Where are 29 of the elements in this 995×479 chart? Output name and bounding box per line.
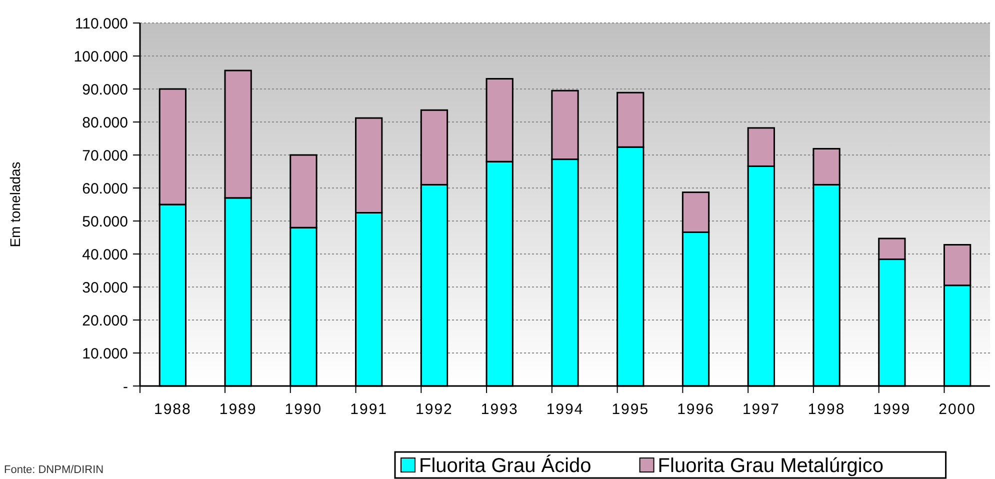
y-tick-label: 60.000: [82, 180, 128, 198]
y-tick-label: 110.000: [74, 15, 128, 32]
x-tick-label: 1992: [416, 401, 453, 418]
legend-label: Fluorita Grau Ácido: [419, 454, 592, 477]
x-tick-label: 1998: [808, 401, 846, 418]
x-tick-label: 1993: [480, 401, 518, 418]
x-tick-label: 1999: [873, 401, 911, 418]
x-tick-label: 2000: [938, 401, 976, 418]
x-tick-label: 1994: [546, 401, 584, 418]
x-tick-label: 1990: [284, 401, 322, 418]
y-tick-label: 10.000: [82, 345, 128, 362]
x-tick-label: 1995: [612, 401, 650, 418]
x-tick-label: 1996: [677, 401, 714, 418]
y-tick-label: 80.000: [82, 114, 128, 132]
y-tick-label: 20.000: [82, 312, 128, 330]
y-tick-label: 30.000: [82, 279, 128, 296]
y-tick-label: 100.000: [74, 48, 128, 66]
y-axis-title: Em toneladas: [7, 162, 23, 248]
x-tick-label: 1989: [219, 401, 257, 418]
y-tick-label: 40.000: [82, 246, 128, 264]
y-tick-label: 50.000: [82, 213, 128, 230]
y-tick-label: -: [123, 378, 128, 396]
x-tick-label: 1991: [350, 401, 388, 418]
y-tick-label: 70.000: [82, 147, 128, 164]
x-tick-label: 1988: [154, 401, 192, 418]
legend-label: Fluorita Grau Metalúrgico: [658, 455, 884, 477]
source-note: Fonte: DNPM/DIRIN: [4, 464, 104, 476]
y-tick-label: 90.000: [82, 81, 128, 98]
x-tick-label: 1997: [742, 401, 780, 418]
